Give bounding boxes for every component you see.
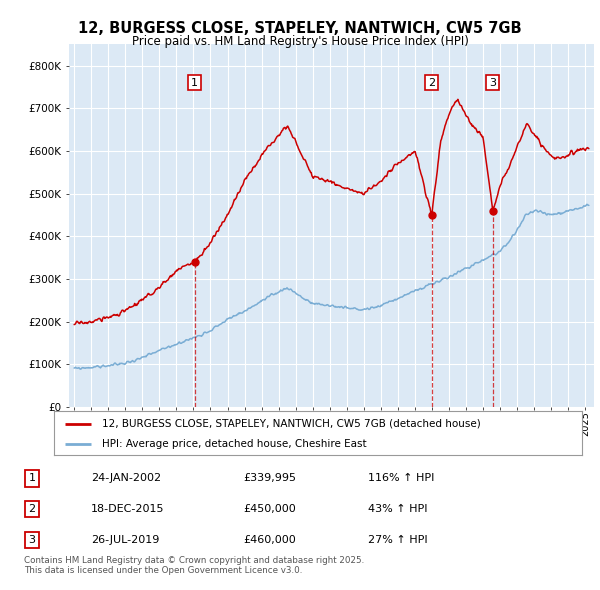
Text: 3: 3 bbox=[29, 535, 35, 545]
Text: 12, BURGESS CLOSE, STAPELEY, NANTWICH, CW5 7GB (detached house): 12, BURGESS CLOSE, STAPELEY, NANTWICH, C… bbox=[101, 419, 480, 428]
Text: £460,000: £460,000 bbox=[244, 535, 296, 545]
Text: 12, BURGESS CLOSE, STAPELEY, NANTWICH, CW5 7GB: 12, BURGESS CLOSE, STAPELEY, NANTWICH, C… bbox=[78, 21, 522, 35]
Text: 43% ↑ HPI: 43% ↑ HPI bbox=[368, 504, 427, 514]
Text: Price paid vs. HM Land Registry's House Price Index (HPI): Price paid vs. HM Land Registry's House … bbox=[131, 35, 469, 48]
Text: HPI: Average price, detached house, Cheshire East: HPI: Average price, detached house, Ches… bbox=[101, 440, 366, 450]
Text: £339,995: £339,995 bbox=[244, 474, 296, 483]
Text: 1: 1 bbox=[191, 78, 198, 88]
Text: 27% ↑ HPI: 27% ↑ HPI bbox=[368, 535, 427, 545]
Text: 2: 2 bbox=[29, 504, 35, 514]
Text: 1: 1 bbox=[29, 474, 35, 483]
Text: 26-JUL-2019: 26-JUL-2019 bbox=[91, 535, 160, 545]
Text: £450,000: £450,000 bbox=[244, 504, 296, 514]
Text: 18-DEC-2015: 18-DEC-2015 bbox=[91, 504, 165, 514]
Text: 2: 2 bbox=[428, 78, 435, 88]
Text: 3: 3 bbox=[489, 78, 496, 88]
Text: Contains HM Land Registry data © Crown copyright and database right 2025.
This d: Contains HM Land Registry data © Crown c… bbox=[24, 556, 364, 575]
Text: 24-JAN-2002: 24-JAN-2002 bbox=[91, 474, 161, 483]
Text: 116% ↑ HPI: 116% ↑ HPI bbox=[368, 474, 434, 483]
